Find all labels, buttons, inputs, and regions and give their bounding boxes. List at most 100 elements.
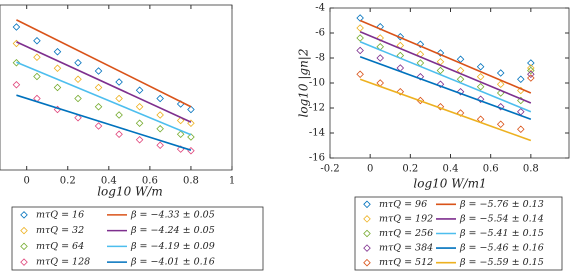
data-point: [416, 72, 425, 81]
legend-label: mτQ = 96: [379, 199, 427, 210]
data-point: [33, 36, 41, 45]
legend-label: mτQ = 192: [379, 213, 433, 224]
data-point: [456, 87, 465, 96]
y-tick-label: -16: [309, 153, 325, 164]
x-tick-label: 0.8: [523, 164, 539, 175]
legend-label: mτQ = 32: [36, 225, 84, 236]
legend-label: β = −5.76 ± 0.13: [459, 199, 544, 210]
x-tick-label: 0.2: [60, 176, 76, 187]
data-point: [187, 105, 195, 114]
data-point: [156, 111, 164, 119]
data-point: [94, 122, 103, 130]
legend-label: β = −5.46 ± 0.16: [459, 243, 544, 254]
legend-label: mτQ = 384: [379, 243, 433, 254]
data-point: [53, 83, 62, 92]
fit-line: [16, 94, 192, 151]
data-point: [496, 120, 505, 129]
legend-label: β = −5.59 ± 0.15: [459, 257, 544, 268]
fit-line: [16, 41, 192, 123]
y-axis-label: log10 |gn|2: [297, 49, 311, 118]
data-point: [33, 53, 41, 62]
data-point: [476, 72, 485, 81]
y-tick-label: -4: [315, 3, 325, 14]
data-point: [436, 80, 445, 89]
data-point: [476, 62, 485, 71]
data-point: [94, 67, 103, 75]
data-point: [94, 102, 103, 111]
data-point: [115, 111, 123, 119]
data-point: [356, 46, 364, 55]
data-point: [135, 135, 144, 144]
data-point: [416, 40, 425, 49]
x-tick-label: 0: [367, 164, 373, 175]
fit-line: [359, 78, 532, 142]
y-tick-label: -12: [309, 103, 325, 114]
x-tick-label: 0.6: [142, 176, 158, 187]
legend-marker: [363, 229, 371, 238]
data-point: [187, 133, 195, 141]
data-point: [156, 124, 164, 133]
data-point: [396, 87, 405, 96]
legend-label: mτQ = 512: [379, 257, 433, 268]
data-point: [527, 66, 535, 75]
data-point: [135, 102, 144, 111]
data-point: [176, 130, 185, 139]
legend-marker: [363, 244, 371, 252]
data-point: [94, 83, 103, 92]
plot-area: [329, 7, 570, 159]
data-point: [356, 70, 364, 79]
data-point: [496, 69, 505, 77]
data-point: [135, 119, 144, 128]
fit-line: [359, 41, 532, 113]
data-point: [356, 34, 364, 42]
legend-marker: [20, 242, 28, 251]
data-point: [476, 82, 485, 91]
data-point: [74, 113, 82, 122]
data-point: [527, 74, 535, 82]
data-point: [396, 32, 405, 41]
data-point: [12, 58, 21, 67]
x-tick-label: 0.6: [483, 164, 499, 175]
data-point: [115, 94, 123, 103]
x-tick-label: 0.4: [101, 176, 117, 187]
legend-label: β = −4.33 ± 0.05: [130, 209, 215, 220]
legend-label: mτQ = 256: [379, 228, 433, 239]
x-tick-label: 0.4: [443, 164, 459, 175]
data-point: [436, 66, 445, 75]
x-axis-label: log10 W/m: [97, 185, 163, 199]
data-point: [115, 130, 123, 139]
fit-line: [359, 55, 532, 121]
data-point: [476, 95, 485, 104]
data-point: [527, 59, 535, 67]
x-tick-label: 0.8: [183, 176, 199, 187]
data-point: [527, 70, 535, 79]
legend-label: β = −4.24 ± 0.05: [130, 225, 215, 236]
data-point: [156, 94, 164, 103]
y-tick-label: -6: [315, 28, 325, 39]
data-point: [156, 141, 164, 150]
x-tick-label: 0: [24, 176, 30, 187]
legend-marker: [363, 215, 371, 223]
fit-line: [359, 31, 532, 104]
data-point: [517, 75, 525, 84]
data-point: [436, 49, 445, 57]
legend-label: β = −5.41 ± 0.15: [459, 228, 544, 239]
data-point: [53, 64, 62, 73]
data-point: [33, 72, 41, 81]
data-point: [74, 58, 82, 67]
x-tick-label: 0.2: [402, 164, 418, 175]
x-tick-label: 1: [229, 176, 235, 187]
legend-label: β = −5.54 ± 0.14: [459, 213, 544, 224]
x-tick-label: -0.2: [320, 164, 339, 175]
x-axis-label: log10 W/m1: [413, 177, 486, 191]
legend-label: β = −4.01 ± 0.16: [130, 257, 215, 268]
data-point: [74, 75, 82, 84]
data-point: [356, 24, 364, 32]
legend-label: mτQ = 128: [36, 257, 90, 268]
data-point: [12, 80, 21, 89]
data-point: [187, 119, 195, 128]
legend-marker: [363, 200, 371, 209]
legend-label: mτQ = 64: [36, 241, 84, 252]
legend-marker: [20, 211, 28, 219]
legend-box: [11, 206, 264, 271]
